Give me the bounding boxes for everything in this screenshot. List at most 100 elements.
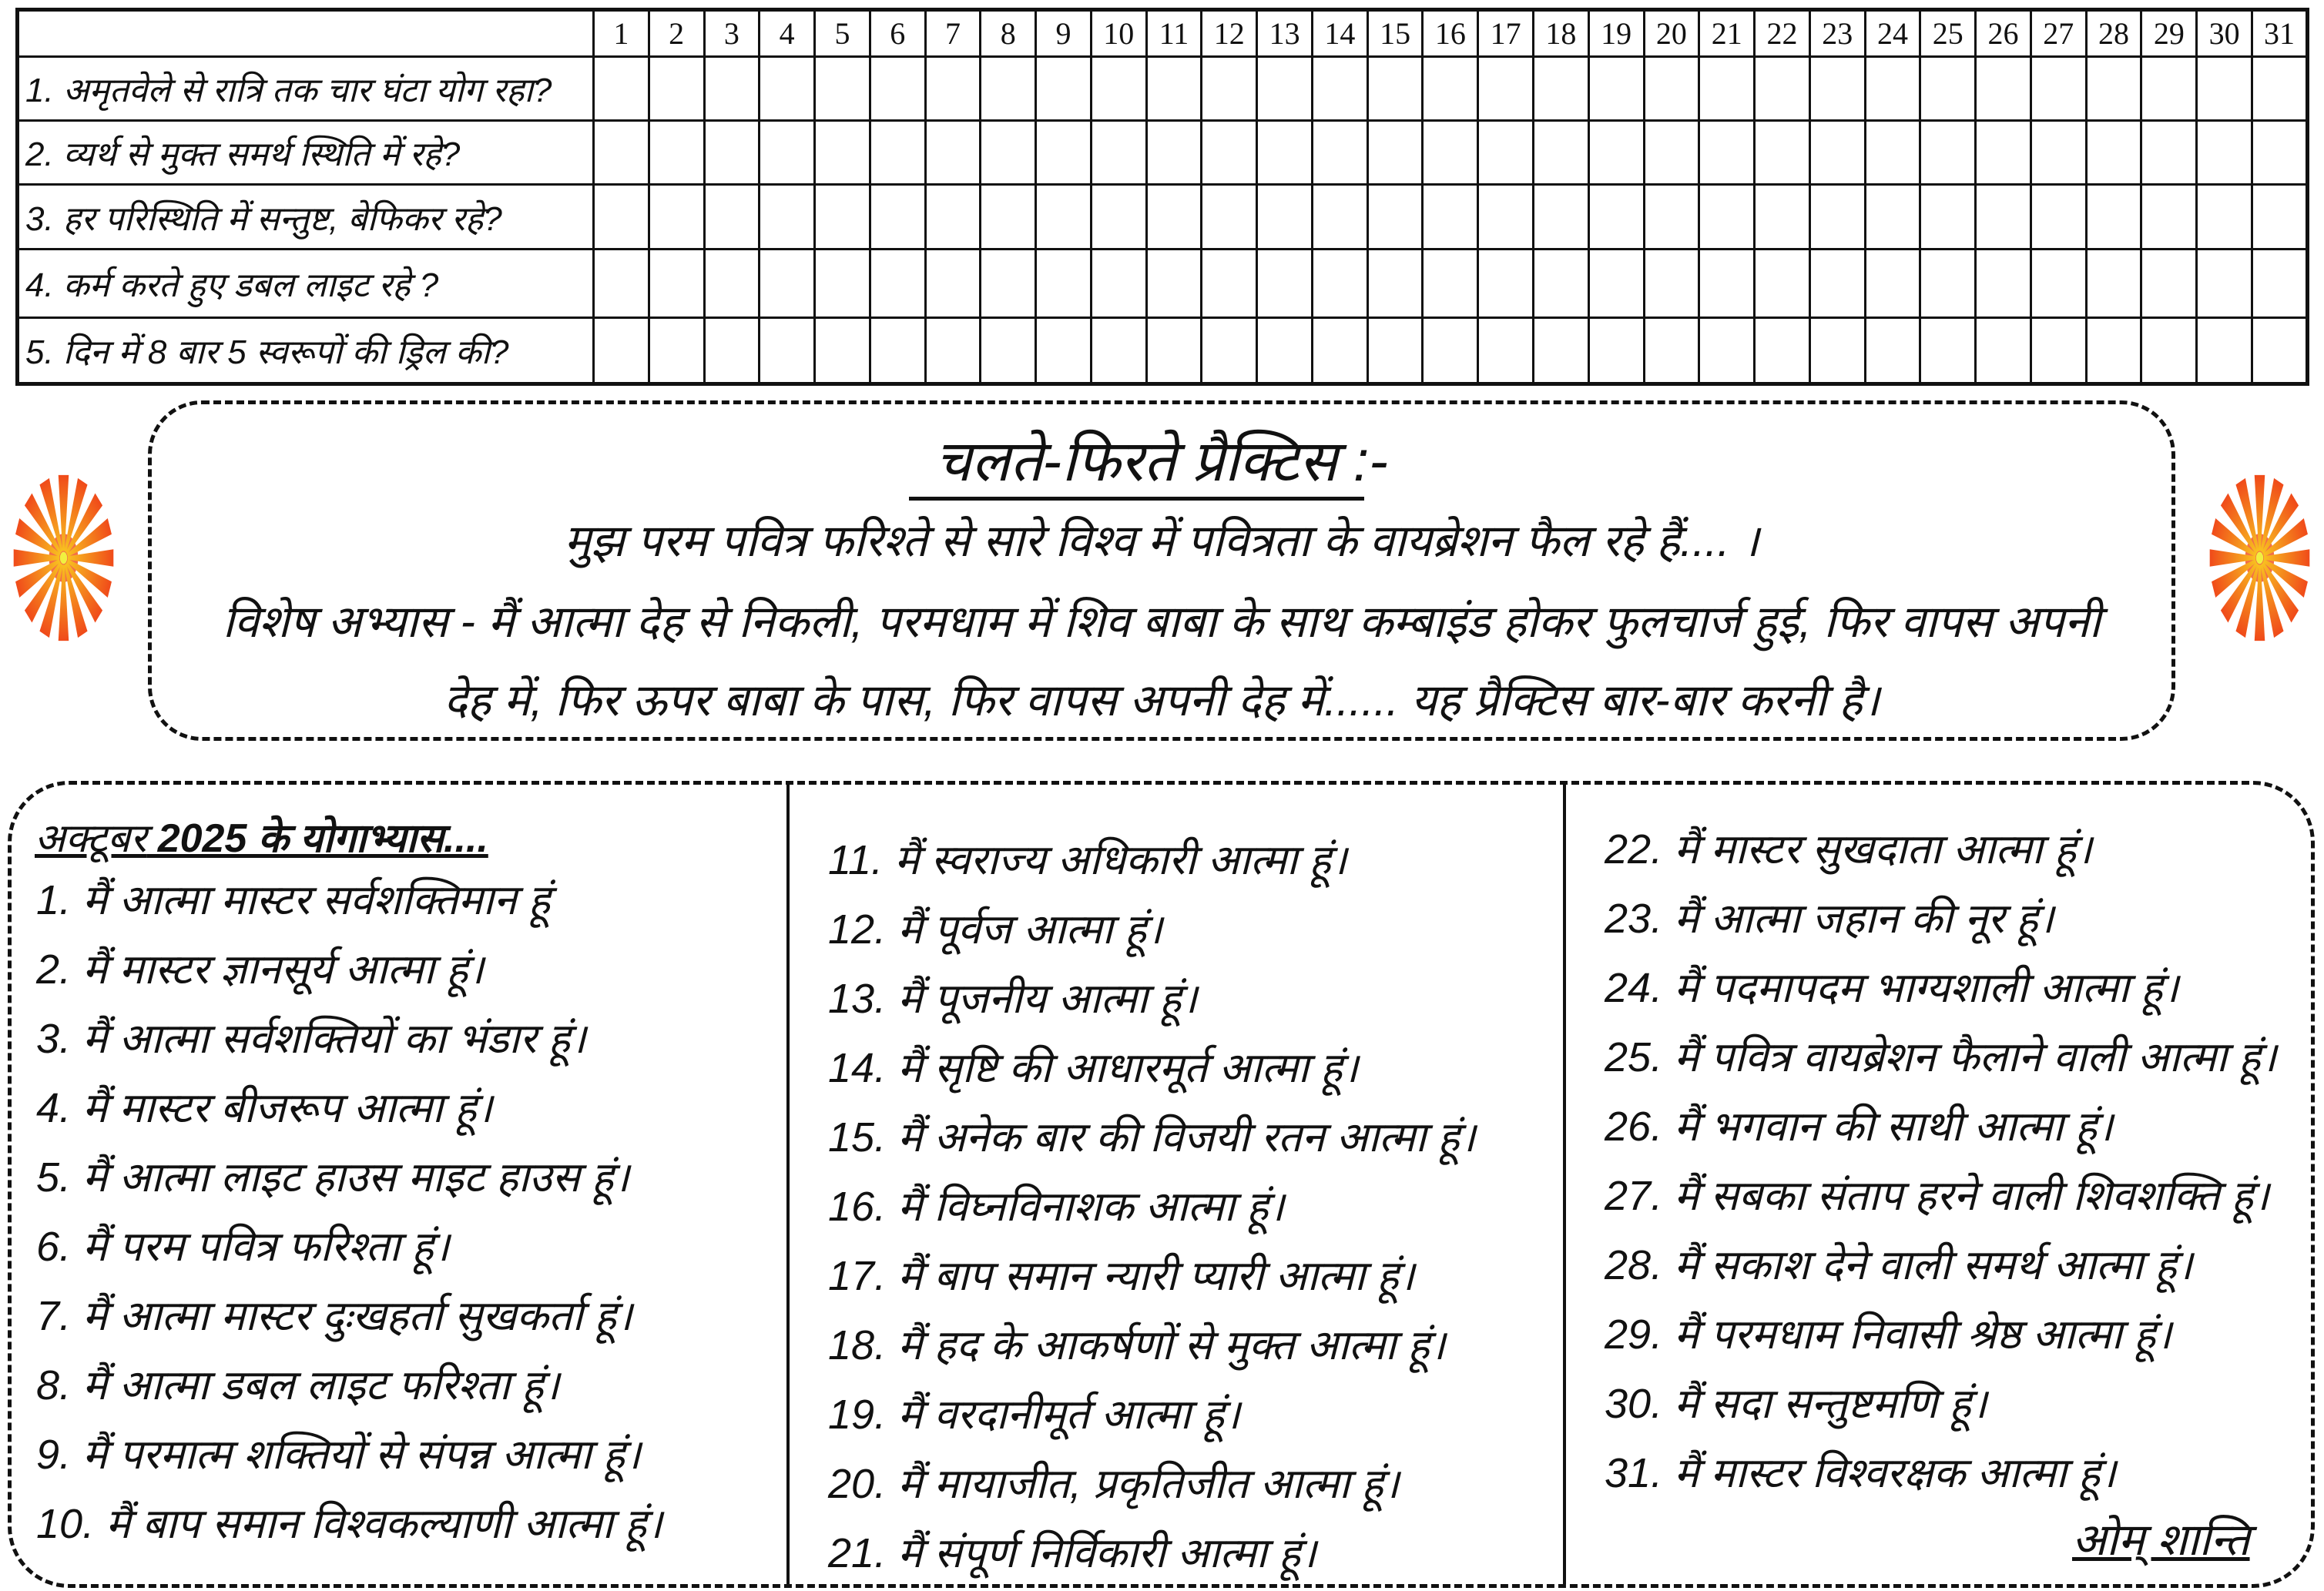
day-check-cell[interactable] [1974, 183, 2032, 250]
day-check-cell[interactable] [1421, 55, 1480, 122]
day-check-cell[interactable] [592, 317, 650, 385]
day-check-cell[interactable] [1145, 55, 1203, 122]
day-check-cell[interactable] [1808, 317, 1866, 385]
day-check-cell[interactable] [2140, 119, 2198, 186]
day-check-cell[interactable] [1974, 119, 2032, 186]
day-check-cell[interactable] [2195, 119, 2253, 186]
day-check-cell[interactable] [1200, 119, 1259, 186]
day-check-cell[interactable] [1919, 55, 1977, 122]
day-check-cell[interactable] [1477, 119, 1535, 186]
day-check-cell[interactable] [2029, 183, 2088, 250]
day-check-cell[interactable] [924, 248, 982, 319]
day-check-cell[interactable] [979, 55, 1038, 122]
day-check-cell[interactable] [2250, 55, 2309, 122]
day-check-cell[interactable] [813, 317, 871, 385]
day-check-cell[interactable] [979, 119, 1038, 186]
day-check-cell[interactable] [1698, 119, 1756, 186]
day-check-cell[interactable] [924, 317, 982, 385]
day-check-cell[interactable] [2195, 55, 2253, 122]
day-check-cell[interactable] [1145, 248, 1203, 319]
day-check-cell[interactable] [1366, 317, 1424, 385]
day-check-cell[interactable] [1919, 119, 1977, 186]
day-check-cell[interactable] [1698, 183, 1756, 250]
day-check-cell[interactable] [1753, 55, 1811, 122]
day-check-cell[interactable] [1642, 55, 1701, 122]
day-check-cell[interactable] [1089, 317, 1148, 385]
day-check-cell[interactable] [1753, 317, 1811, 385]
day-check-cell[interactable] [868, 55, 927, 122]
day-check-cell[interactable] [1698, 248, 1756, 319]
day-check-cell[interactable] [1753, 119, 1811, 186]
day-check-cell[interactable] [2084, 119, 2143, 186]
day-check-cell[interactable] [868, 119, 927, 186]
day-check-cell[interactable] [1310, 183, 1369, 250]
day-check-cell[interactable] [2140, 248, 2198, 319]
day-check-cell[interactable] [1532, 119, 1590, 186]
day-check-cell[interactable] [1808, 183, 1866, 250]
day-check-cell[interactable] [1421, 317, 1480, 385]
day-check-cell[interactable] [979, 317, 1038, 385]
day-check-cell[interactable] [1035, 248, 1092, 319]
day-check-cell[interactable] [1477, 183, 1535, 250]
day-check-cell[interactable] [1035, 317, 1092, 385]
day-check-cell[interactable] [1863, 248, 1922, 319]
day-check-cell[interactable] [1863, 183, 1922, 250]
day-check-cell[interactable] [2084, 183, 2143, 250]
day-check-cell[interactable] [703, 119, 761, 186]
day-check-cell[interactable] [1089, 119, 1148, 186]
day-check-cell[interactable] [647, 183, 706, 250]
day-check-cell[interactable] [1587, 55, 1645, 122]
day-check-cell[interactable] [979, 248, 1038, 319]
day-check-cell[interactable] [813, 119, 871, 186]
day-check-cell[interactable] [2250, 119, 2309, 186]
day-check-cell[interactable] [813, 183, 871, 250]
day-check-cell[interactable] [1366, 183, 1424, 250]
day-check-cell[interactable] [1587, 248, 1645, 319]
day-check-cell[interactable] [924, 55, 982, 122]
day-check-cell[interactable] [647, 55, 706, 122]
day-check-cell[interactable] [924, 119, 982, 186]
day-check-cell[interactable] [592, 183, 650, 250]
day-check-cell[interactable] [1256, 317, 1313, 385]
day-check-cell[interactable] [758, 317, 817, 385]
day-check-cell[interactable] [758, 183, 817, 250]
day-check-cell[interactable] [2029, 55, 2088, 122]
day-check-cell[interactable] [1587, 119, 1645, 186]
day-check-cell[interactable] [1200, 55, 1259, 122]
day-check-cell[interactable] [1089, 248, 1148, 319]
day-check-cell[interactable] [1642, 119, 1701, 186]
day-check-cell[interactable] [2250, 183, 2309, 250]
day-check-cell[interactable] [1919, 248, 1977, 319]
day-check-cell[interactable] [868, 248, 927, 319]
day-check-cell[interactable] [1863, 317, 1922, 385]
day-check-cell[interactable] [1808, 119, 1866, 186]
day-check-cell[interactable] [592, 55, 650, 122]
day-check-cell[interactable] [1974, 248, 2032, 319]
day-check-cell[interactable] [1919, 317, 1977, 385]
day-check-cell[interactable] [2195, 183, 2253, 250]
day-check-cell[interactable] [868, 317, 927, 385]
day-check-cell[interactable] [1310, 55, 1369, 122]
day-check-cell[interactable] [1256, 183, 1313, 250]
day-check-cell[interactable] [1421, 183, 1480, 250]
day-check-cell[interactable] [1366, 55, 1424, 122]
day-check-cell[interactable] [2140, 317, 2198, 385]
day-check-cell[interactable] [1421, 119, 1480, 186]
day-check-cell[interactable] [2250, 248, 2309, 319]
day-check-cell[interactable] [1035, 183, 1092, 250]
day-check-cell[interactable] [1200, 317, 1259, 385]
day-check-cell[interactable] [1698, 55, 1756, 122]
day-check-cell[interactable] [1145, 119, 1203, 186]
day-check-cell[interactable] [703, 55, 761, 122]
day-check-cell[interactable] [1863, 119, 1922, 186]
day-check-cell[interactable] [2029, 119, 2088, 186]
day-check-cell[interactable] [1421, 248, 1480, 319]
day-check-cell[interactable] [1642, 183, 1701, 250]
day-check-cell[interactable] [1310, 317, 1369, 385]
day-check-cell[interactable] [2250, 317, 2309, 385]
day-check-cell[interactable] [1035, 55, 1092, 122]
day-check-cell[interactable] [2195, 248, 2253, 319]
day-check-cell[interactable] [2029, 248, 2088, 319]
day-check-cell[interactable] [647, 119, 706, 186]
day-check-cell[interactable] [1642, 317, 1701, 385]
